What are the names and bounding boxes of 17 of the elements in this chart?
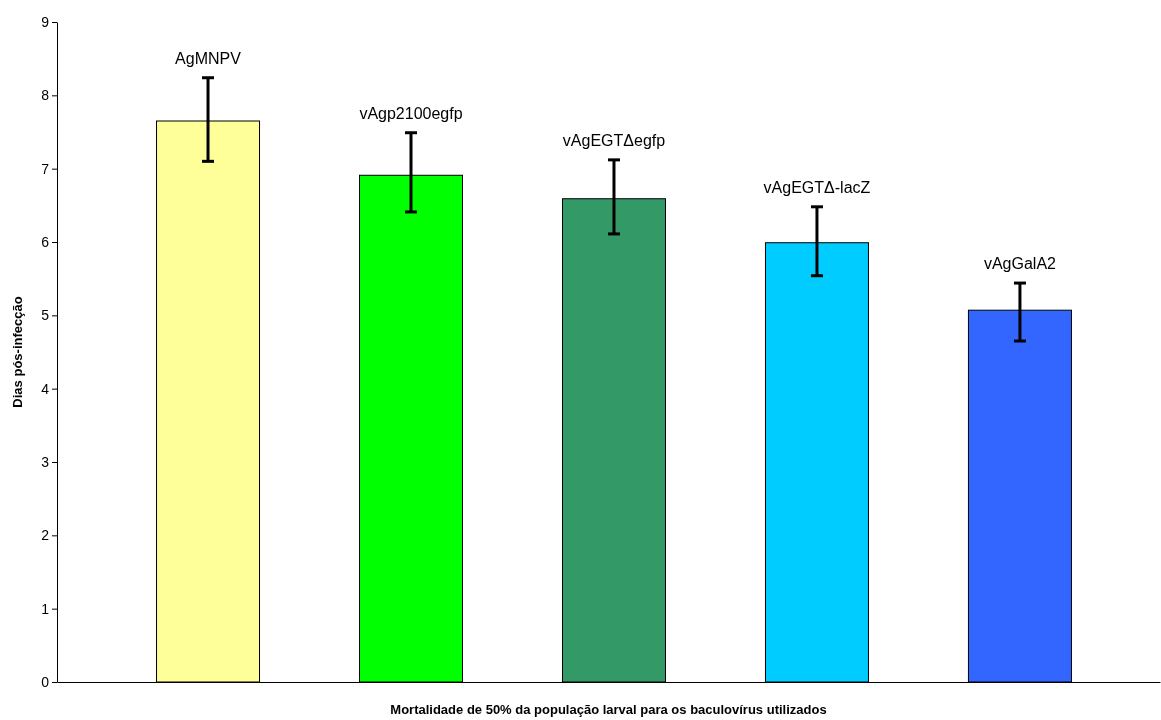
y-tick-label: 2 — [41, 527, 50, 544]
x-tick-label: vAgp2100egfp — [359, 104, 463, 122]
x-axis-title: Mortalidade de 50% da população larval para os baculovírus utilizados — [390, 702, 827, 717]
x-tick-label: AgMNPV — [175, 49, 242, 67]
y-tick-label: 8 — [41, 87, 50, 104]
y-tick-label: 3 — [41, 453, 50, 470]
y-tick-label: 9 — [41, 13, 50, 30]
x-tick-label: vAgGalA2 — [983, 255, 1057, 273]
y-tick-label: 1 — [41, 600, 50, 617]
y-tick-label: 4 — [41, 380, 50, 397]
y-axis-title: Dias pós-infecção — [10, 296, 25, 408]
y-tick-label: 6 — [41, 233, 50, 250]
y-tick-label: 5 — [41, 307, 50, 324]
y-tick-label: 7 — [41, 160, 50, 177]
y-tick-label: 0 — [41, 673, 50, 690]
x-tick-label: vAgEGTΔegfp — [562, 131, 666, 149]
x-tick-label: vAgEGTΔ-lacZ — [763, 178, 871, 196]
